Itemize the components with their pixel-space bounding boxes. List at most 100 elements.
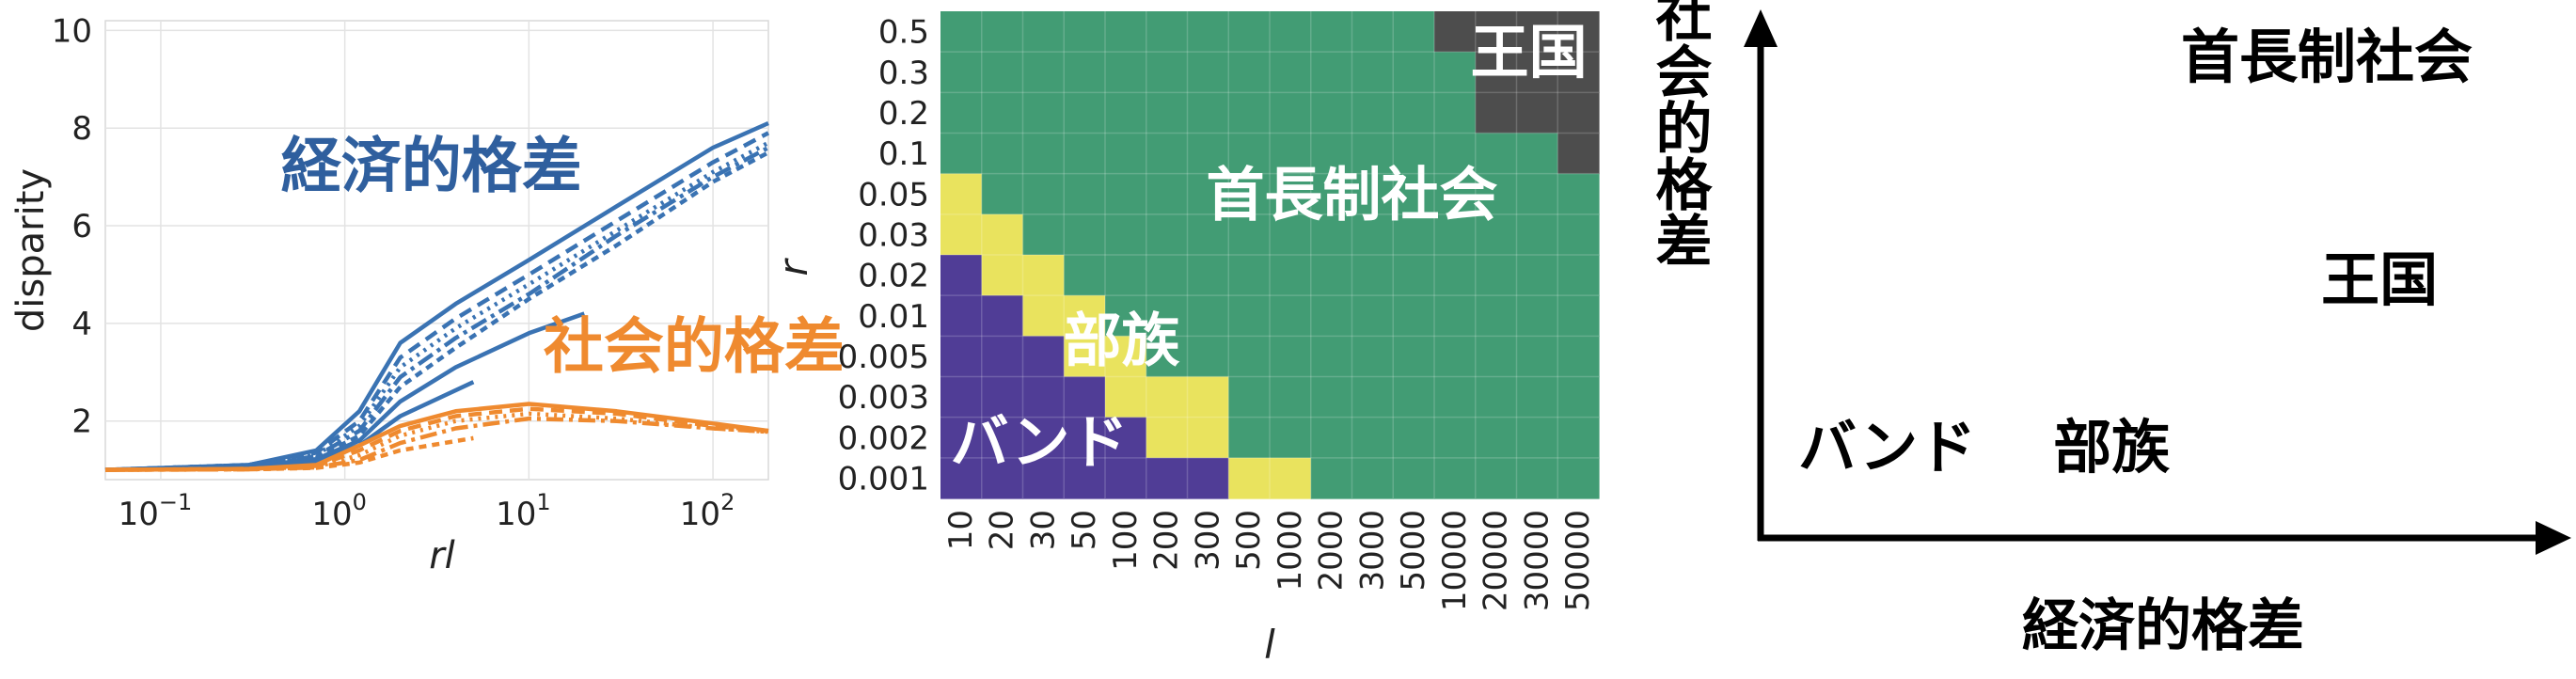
- heatmap-cell-band: [940, 457, 983, 499]
- heatmap-cell-tribe: [1105, 376, 1147, 418]
- y-tick-label: 0.002: [838, 419, 929, 457]
- heatmap-cell-chiefdom: [1146, 133, 1189, 175]
- heatmap-cell-chiefdom: [1557, 213, 1600, 256]
- society-label: 首長制社会: [2181, 23, 2473, 91]
- heatmap-cell-chiefdom: [1270, 255, 1312, 296]
- x-tick-label: 10: [942, 510, 980, 550]
- x-tick-label: 1000: [1272, 510, 1309, 592]
- heatmap-cell-chiefdom: [1351, 52, 1394, 93]
- heatmap-cell-chiefdom: [1022, 92, 1065, 134]
- heatmap-cell-band: [940, 336, 983, 378]
- heatmap-cell-chiefdom: [1351, 295, 1394, 337]
- heatmap-cell-chiefdom: [1393, 133, 1435, 175]
- heatmap-cell-chiefdom: [1393, 52, 1435, 93]
- heatmap-cell-band: [981, 295, 1024, 337]
- heatmap-cell-chiefdom: [1064, 52, 1106, 93]
- heatmap-cell-chiefdom: [981, 92, 1024, 134]
- heatmap-cell-chiefdom: [1351, 173, 1394, 215]
- heatmap-cell-chiefdom: [1310, 376, 1353, 418]
- heatmap-cell-chiefdom: [1516, 133, 1558, 175]
- heatmap-cell-chiefdom: [1022, 133, 1065, 175]
- heatmap-cell-chiefdom: [1228, 255, 1271, 296]
- heatmap-cell-chiefdom: [1187, 255, 1229, 296]
- social-series-line: [104, 416, 769, 472]
- heatmap-cell-chiefdom: [1146, 295, 1189, 337]
- x-tick-labels: 10 20 30 50 100 200 300 500 1000 2000 3000 5000 1000…: [942, 510, 1597, 611]
- heatmap-cell-chiefdom: [1310, 213, 1353, 256]
- heatmap-cell-chiefdom: [1475, 376, 1518, 418]
- heatmap-cell-chiefdom: [1310, 173, 1353, 215]
- y-axis-label: 社会的格差: [1646, 0, 1712, 268]
- heatmap-cell-tribe: [1187, 376, 1229, 418]
- heatmap-cell-chiefdom: [1475, 133, 1518, 175]
- society-label: バンド: [1798, 413, 1976, 482]
- heatmap-cell-chiefdom: [1351, 376, 1394, 418]
- heatmap-cell-chiefdom: [1228, 213, 1271, 256]
- heatmap-cell-chiefdom: [1557, 255, 1600, 296]
- heatmap-cell-kingdom: [1516, 52, 1558, 93]
- heatmap-cell-chiefdom: [981, 52, 1024, 93]
- heatmap-cell-chiefdom: [1105, 213, 1147, 256]
- heatmap-cell-band: [1064, 457, 1106, 499]
- x-tick-label: 100: [1107, 510, 1145, 571]
- heatmap-cell-chiefdom: [1105, 11, 1147, 53]
- heatmap-cell-chiefdom: [1064, 133, 1106, 175]
- heatmap-cell-chiefdom: [1516, 376, 1558, 418]
- disparity-line-chart: 2 4 6 8 10 10−1 100 101 102 disparity rl 経済的格差社会…: [9, 12, 845, 577]
- heatmap-cell-tribe: [940, 213, 983, 256]
- heatmap-cell-chiefdom: [1228, 295, 1271, 337]
- heatmap-cell-chiefdom: [940, 11, 983, 53]
- y-tick-label: 0.02: [858, 258, 929, 295]
- heatmap-cell-chiefdom: [1270, 376, 1312, 418]
- heatmap-cell-chiefdom: [1393, 457, 1435, 499]
- heatmap-cell-chiefdom: [1270, 336, 1312, 378]
- heatmap-cell-chiefdom: [1146, 255, 1189, 296]
- heatmap-cell-chiefdom: [1475, 255, 1518, 296]
- y-arrow-icon: [1744, 9, 1778, 47]
- economic-series-line: [104, 131, 770, 472]
- y-tick-label: 0.1: [878, 135, 929, 173]
- heatmap-cell-band: [1105, 457, 1147, 499]
- social-disparity-annotation: 社会的格差: [544, 313, 845, 383]
- heatmap-cell-chiefdom: [1228, 11, 1271, 53]
- y-axis-label: r: [770, 258, 816, 276]
- heatmap-cell-chiefdom: [1393, 255, 1435, 296]
- y-tick-label: 0.05: [858, 176, 929, 213]
- heatmap-cell-band: [1105, 417, 1147, 459]
- heatmap-cell-chiefdom: [1146, 11, 1189, 53]
- heatmap-cell-band: [1064, 376, 1106, 418]
- y-tick-label: 0.3: [878, 55, 929, 92]
- heatmap-cell-chiefdom: [1064, 213, 1106, 256]
- region-label: バンド: [950, 408, 1128, 477]
- heatmap-cell-chiefdom: [1228, 133, 1271, 175]
- heatmap-cell-chiefdom: [1187, 52, 1229, 93]
- heatmap-cell-chiefdom: [1146, 213, 1189, 256]
- x-axis-label: rl: [429, 534, 455, 577]
- economic-disparity-annotation: 経済的格差: [281, 133, 582, 202]
- heatmap-cell-chiefdom: [1187, 173, 1229, 215]
- heatmap-cell-chiefdom: [1022, 213, 1065, 256]
- heatmap-cell-chiefdom: [1434, 336, 1477, 378]
- heatmap-cell-chiefdom: [1475, 295, 1518, 337]
- heatmap-cell-chiefdom: [1228, 173, 1271, 215]
- heatmap-cell-chiefdom: [1434, 417, 1477, 459]
- heatmap-cell-band: [1022, 417, 1065, 459]
- heatmap-cell-tribe: [1022, 295, 1065, 337]
- society-label: 部族: [2053, 413, 2170, 482]
- x-tick-label: 3000: [1353, 510, 1391, 592]
- heatmap-cell-chiefdom: [1105, 295, 1147, 337]
- heatmap-cell-chiefdom: [1105, 173, 1147, 215]
- heatmap-cell-chiefdom: [1434, 133, 1477, 175]
- heatmap-cell-chiefdom: [1310, 457, 1353, 499]
- heatmap-cell-chiefdom: [981, 11, 1024, 53]
- heatmap-cell-chiefdom: [940, 92, 983, 134]
- y-tick-label: 2: [71, 403, 92, 441]
- heatmap-cell-chiefdom: [1105, 52, 1147, 93]
- heatmap-cell-chiefdom: [1557, 376, 1600, 418]
- x-tick-label: 50000: [1559, 510, 1597, 611]
- heatmap-cell-chiefdom: [1310, 52, 1353, 93]
- heatmap-cell-chiefdom: [1393, 92, 1435, 134]
- heatmap-cell-chiefdom: [1270, 11, 1312, 53]
- heatmap-cell-chiefdom: [1516, 255, 1558, 296]
